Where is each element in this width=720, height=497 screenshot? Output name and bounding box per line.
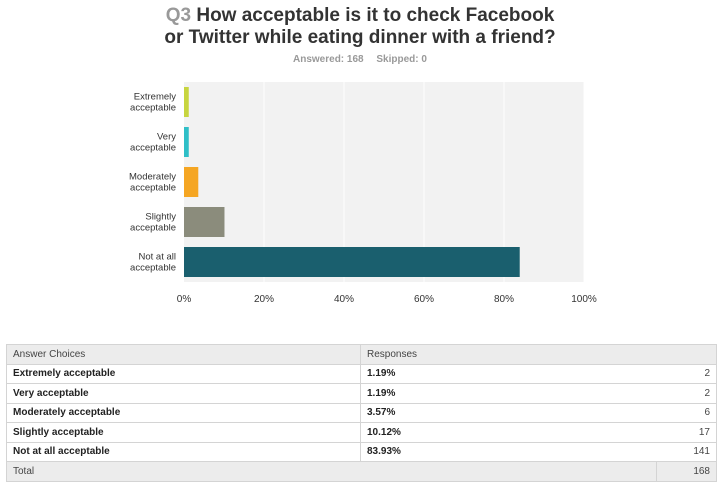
x-tick-label: 100%: [571, 294, 597, 305]
category-label: Very acceptable: [130, 132, 176, 154]
header-responses: Responses: [360, 344, 717, 365]
category-label: Slightly acceptable: [130, 212, 176, 234]
question-text-line2: or Twitter while eating dinner with a fr…: [164, 27, 556, 48]
table-row: Moderately acceptable 3.57% 6: [6, 402, 717, 423]
table-row: Very acceptable 1.19% 2: [6, 383, 717, 404]
question-text-line1: How acceptable is it to check Facebook: [196, 5, 555, 26]
x-tick-label: 80%: [494, 294, 514, 305]
bars: [184, 87, 520, 277]
total-label: Total: [6, 461, 657, 482]
skipped-count: Skipped: 0: [376, 54, 427, 65]
response-summary: Answered: 168 Skipped: 0: [0, 54, 720, 65]
x-tick-labels: 0% 20% 40% 60% 80% 100%: [177, 294, 597, 305]
table-row: Slightly acceptable 10.12% 17: [6, 422, 717, 443]
answered-count: Answered: 168: [293, 54, 364, 65]
bar: [184, 87, 189, 117]
chart-title: Q3 How acceptable is it to check Faceboo…: [0, 5, 720, 49]
table-total-row: Total 168: [6, 461, 717, 482]
table-header-row: Answer Choices Responses: [6, 344, 717, 365]
row-count: 2: [656, 383, 717, 404]
category-label: Moderately acceptable: [129, 172, 176, 194]
responses-table: Answer Choices Responses Extremely accep…: [6, 344, 717, 482]
x-tick-label: 60%: [414, 294, 434, 305]
row-percent: 10.12%: [360, 422, 657, 443]
question-number: Q3: [165, 5, 192, 26]
bar: [184, 207, 225, 237]
row-percent: 1.19%: [360, 383, 657, 404]
row-label: Moderately acceptable: [6, 402, 361, 423]
row-label: Extremely acceptable: [6, 363, 361, 384]
row-label: Very acceptable: [6, 383, 361, 404]
row-percent: 3.57%: [360, 402, 657, 423]
row-count: 2: [656, 363, 717, 384]
x-tick-label: 0%: [177, 294, 192, 305]
table-row: Extremely acceptable 1.19% 2: [6, 363, 717, 384]
row-count: 141: [656, 441, 717, 462]
category-label: Extremely acceptable: [130, 92, 176, 114]
total-count: 168: [656, 461, 717, 482]
bar: [184, 247, 520, 277]
bar-chart: Extremely acceptable Very acceptable Moderat…: [129, 82, 597, 305]
table-row: Not at all acceptable 83.93% 141: [6, 441, 717, 462]
row-percent: 83.93%: [360, 441, 657, 462]
row-count: 17: [656, 422, 717, 443]
row-count: 6: [656, 402, 717, 423]
row-label: Slightly acceptable: [6, 422, 361, 443]
row-label: Not at all acceptable: [6, 441, 361, 462]
header-answer-choices: Answer Choices: [6, 344, 361, 365]
bar: [184, 127, 189, 157]
x-tick-label: 40%: [334, 294, 354, 305]
category-labels: Extremely acceptable Very acceptable Moderat…: [129, 92, 176, 274]
category-label: Not at all acceptable: [130, 252, 176, 274]
row-percent: 1.19%: [360, 363, 657, 384]
x-tick-label: 20%: [254, 294, 274, 305]
bar: [184, 167, 199, 197]
